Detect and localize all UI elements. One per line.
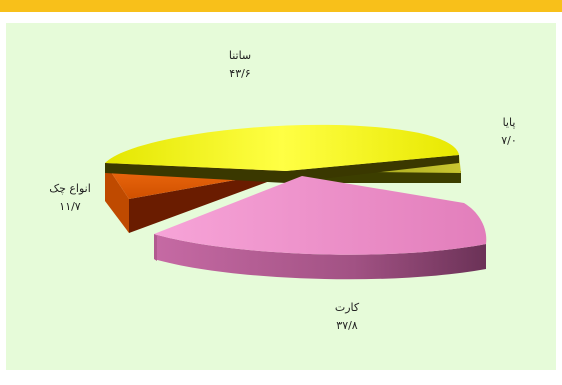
slice-value-satna: ۴۳/۶ — [229, 67, 251, 80]
slice-wall-kart — [154, 234, 486, 280]
slice-name-satna: ساتنا — [228, 49, 252, 62]
slice-label-chek: انواع چک ۱۱/۷ — [30, 180, 110, 216]
pie-chart — [105, 124, 487, 280]
slice-side-kart — [154, 234, 157, 261]
chart-panel: ساتنا ۴۳/۶ پایا ۷/۰ کارت ۳۷/۸ انواع چک ۱… — [6, 23, 556, 370]
slice-wall-chek — [129, 171, 286, 233]
slice-value-paya: ۷/۰ — [501, 134, 517, 147]
slice-name-kart: کارت — [334, 301, 360, 314]
slice-label-paya: پایا ۷/۰ — [469, 114, 549, 150]
slice-label-kart: کارت ۳۷/۸ — [307, 299, 387, 335]
slice-satna — [105, 124, 459, 171]
slice-value-kart: ۳۷/۸ — [336, 319, 358, 332]
slice-wall-satna — [105, 155, 459, 183]
slice-name-chek: انواع چک — [49, 182, 91, 195]
slice-kart — [154, 176, 487, 255]
slice-side-chek — [105, 163, 129, 233]
slice-name-paya: پایا — [502, 116, 516, 129]
slice-value-chek: ۱۱/۷ — [59, 200, 81, 213]
slice-label-satna: ساتنا ۴۳/۶ — [200, 47, 280, 83]
top-accent-bar — [0, 0, 562, 12]
